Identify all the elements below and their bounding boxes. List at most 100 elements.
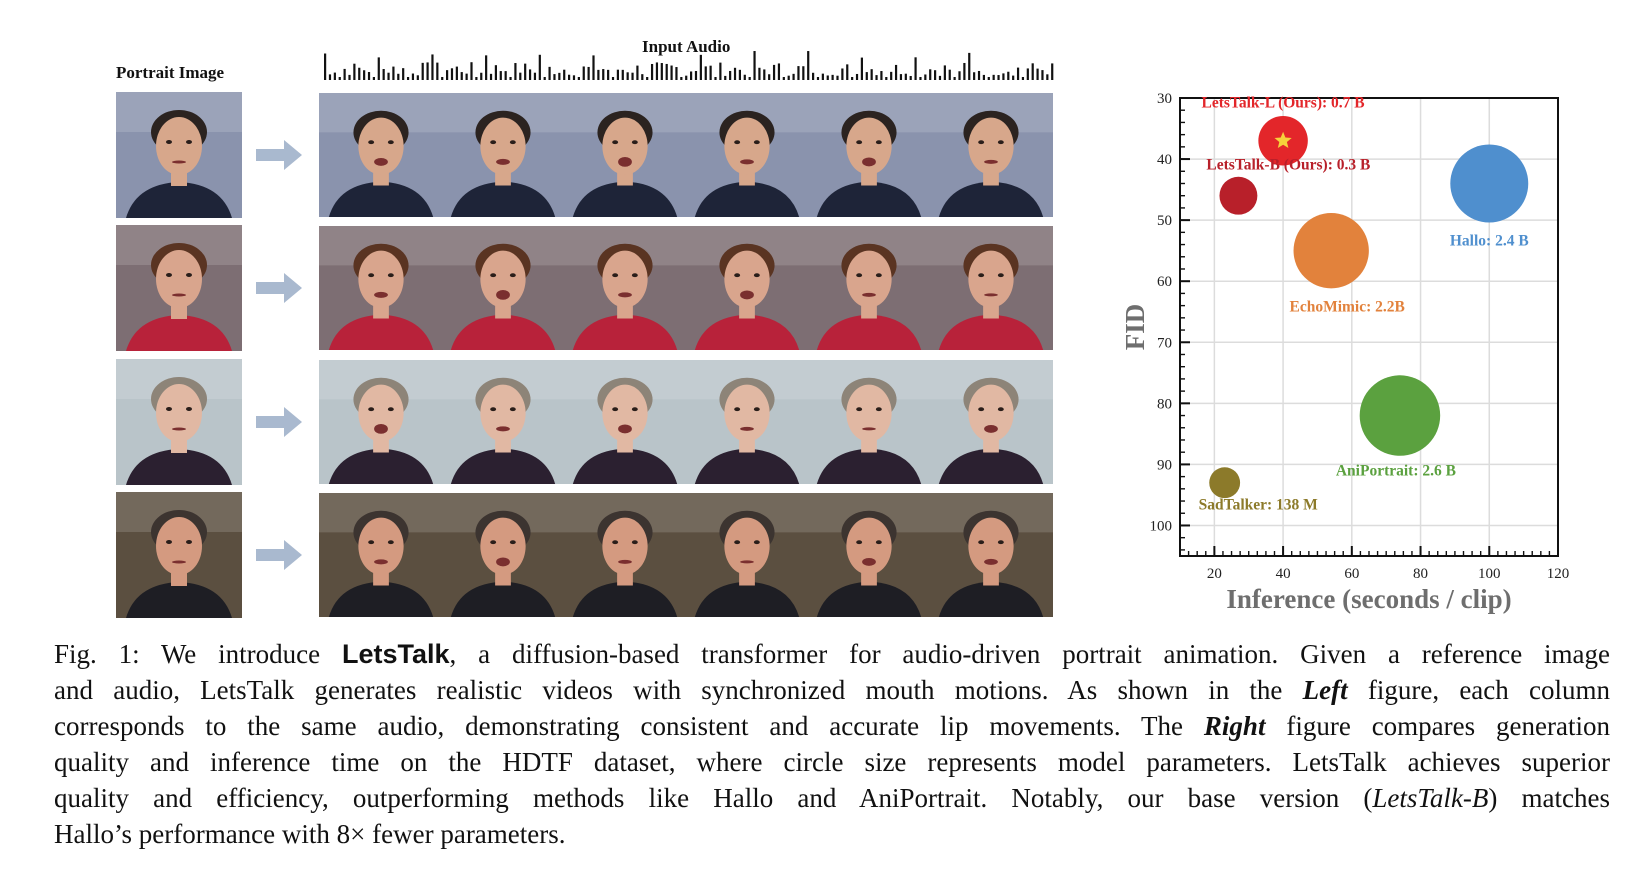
waveform-bar [1051, 63, 1053, 80]
point-label-5: AniPortrait: 2.6 B [1336, 463, 1456, 480]
caption-text: Hallo’s performance with 8× fewer parame… [54, 819, 566, 849]
figure-caption: Fig. 1: We introduce LetsTalk, a diffusi… [54, 636, 1610, 852]
waveform-bar [324, 54, 326, 80]
y-tick-label: 80 [1157, 396, 1172, 412]
generated-frame [929, 225, 1053, 351]
waveform-bar [812, 73, 814, 80]
x-axis-label: Inference (seconds / clip) [1226, 584, 1511, 614]
caption-line: quality and efficiency, outperforming me… [54, 780, 1610, 816]
waveform-bar [675, 67, 677, 80]
waveform-bar [670, 66, 672, 80]
waveform-bar [436, 63, 438, 80]
waveform-bar [1036, 69, 1038, 80]
y-tick-label: 50 [1157, 213, 1172, 229]
caption-line: corresponds to the same audio, demonstra… [54, 708, 1610, 744]
face-image [929, 225, 1053, 351]
arrow-right-icon [256, 273, 304, 303]
y-tick-label: 60 [1157, 274, 1172, 290]
waveform-bar [651, 64, 653, 80]
face-image [441, 225, 565, 351]
waveform-bar [783, 77, 785, 80]
waveform-bar [417, 75, 419, 80]
generated-frame [319, 492, 443, 618]
waveform-bar [588, 67, 590, 80]
generated-frame [563, 225, 687, 351]
waveform-bar [749, 77, 751, 80]
generated-frame [319, 92, 443, 218]
waveform-bar [505, 71, 507, 80]
waveform-bar [1002, 73, 1004, 80]
waveform-bar [944, 65, 946, 80]
waveform-bar [875, 75, 877, 80]
waveform-bar [495, 65, 497, 80]
waveform-bar [1007, 72, 1009, 80]
face-image [807, 359, 931, 485]
waveform-bar [963, 63, 965, 80]
waveform-bar [329, 74, 331, 80]
waveform-bar [636, 66, 638, 80]
caption-text: Left [1303, 675, 1348, 705]
waveform-bar [919, 77, 921, 80]
caption-text: and audio, LetsTalk generates realistic … [54, 675, 1303, 705]
waveform-bar [993, 75, 995, 80]
face-image [441, 92, 565, 218]
x-tick-label: 20 [1207, 566, 1222, 582]
generated-frame [563, 92, 687, 218]
waveform-bar [383, 69, 385, 80]
waveform-bar [900, 74, 902, 80]
waveform-bar [778, 63, 780, 80]
waveform-bar [558, 73, 560, 80]
waveform-bar [905, 74, 907, 80]
waveform-bar [485, 55, 487, 80]
waveform-bar [573, 75, 575, 80]
face-image [441, 359, 565, 485]
generated-frame [441, 225, 565, 351]
waveform-bar [910, 76, 912, 80]
waveform-bar [641, 74, 643, 80]
waveform-bar [914, 57, 916, 80]
face-image [319, 92, 443, 218]
waveform-bar [773, 65, 775, 80]
waveform-bar [348, 75, 350, 80]
waveform-bar [583, 66, 585, 80]
generated-frame [319, 359, 443, 485]
waveform-bar [680, 77, 682, 80]
caption-line: quality and inference time on the HDTF d… [54, 744, 1610, 780]
waveform-bar [763, 69, 765, 80]
waveform-bar [890, 72, 892, 80]
caption-text: ) matches [1488, 783, 1610, 813]
waveform-bar [524, 64, 526, 80]
waveform-bar [695, 71, 697, 80]
waveform-bar [568, 75, 570, 80]
data-point-3 [1450, 145, 1528, 223]
face-image [563, 225, 687, 351]
arrow-right-icon [256, 540, 304, 570]
waveform-bar [431, 54, 433, 80]
waveform-bar [553, 74, 555, 80]
data-point-6 [1209, 467, 1240, 498]
waveform-bar [1017, 68, 1019, 80]
waveform-bar [456, 67, 458, 80]
generated-frame [685, 225, 809, 351]
waveform-bar [344, 69, 346, 80]
waveform-bar [402, 68, 404, 80]
face-image [929, 492, 1053, 618]
face-image [319, 492, 443, 618]
face-image [807, 225, 931, 351]
waveform-bar [700, 55, 702, 80]
waveform-bar [836, 76, 838, 80]
scatter-chart: 20 40 60 80 100 120 30 40 50 60 70 80 90 100 Inference… [1120, 85, 1630, 625]
waveform-bar [412, 74, 414, 80]
waveform-bar [939, 76, 941, 80]
generated-frame [929, 359, 1053, 485]
waveform-bar [661, 63, 663, 80]
face-image [563, 359, 687, 485]
waveform-bar [461, 72, 463, 80]
waveform-bar [949, 70, 951, 80]
waveform-bar [885, 77, 887, 80]
arrow-right-icon [256, 140, 304, 170]
waveform-bar [446, 70, 448, 80]
y-tick-label: 100 [1150, 518, 1173, 534]
generated-frame [441, 92, 565, 218]
waveform-bar [988, 77, 990, 80]
